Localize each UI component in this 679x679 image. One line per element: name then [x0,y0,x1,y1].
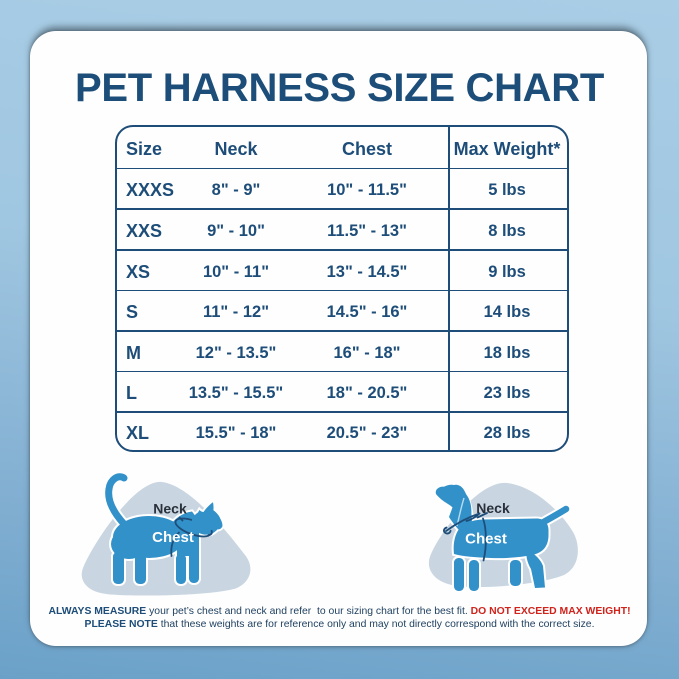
svg-text:Chest: Chest [465,531,507,548]
svg-text:Chest: Chest [152,529,194,546]
svg-text:Neck: Neck [476,500,510,516]
svg-text:Neck: Neck [153,501,187,517]
